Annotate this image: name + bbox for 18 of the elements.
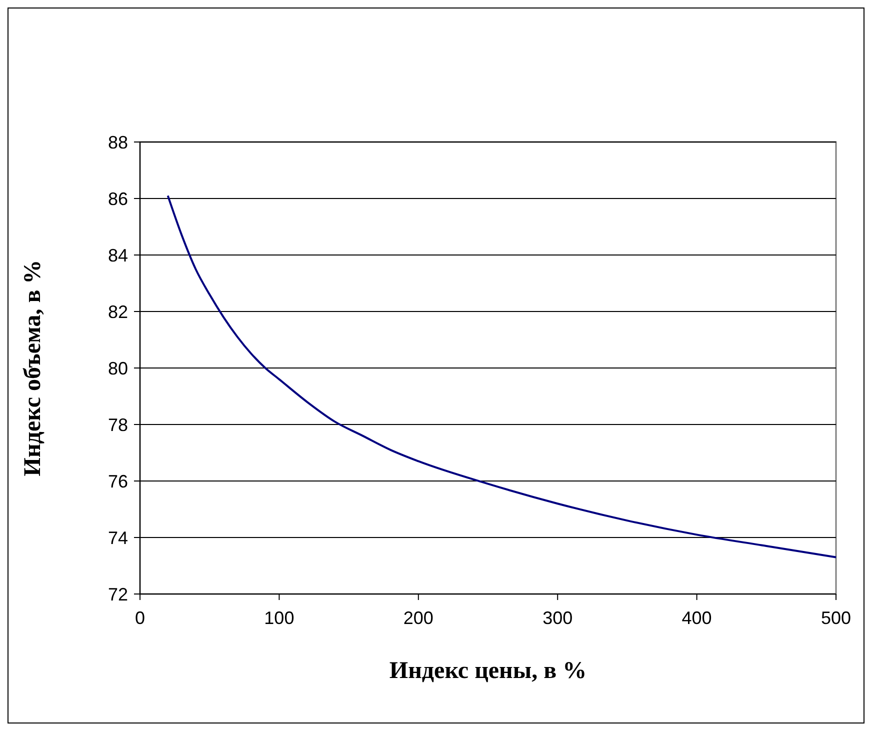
x-tick-label: 400 bbox=[682, 608, 712, 628]
x-tick-label: 300 bbox=[542, 608, 573, 628]
x-tick-label: 100 bbox=[264, 608, 294, 628]
x-tick-label: 500 bbox=[820, 608, 852, 628]
y-tick-label: 76 bbox=[108, 471, 128, 492]
y-tick-label: 86 bbox=[108, 188, 128, 209]
x-tick-label: 200 bbox=[403, 608, 434, 628]
y-tick-label: 82 bbox=[108, 302, 128, 322]
y-tick-label: 80 bbox=[108, 358, 128, 378]
y-axis-title: Индекс объема, в % bbox=[20, 260, 46, 476]
y-tick-label: 84 bbox=[108, 245, 128, 266]
y-tick-label: 88 bbox=[108, 132, 128, 152]
x-axis-title: Индекс цены, в % bbox=[389, 658, 587, 684]
line-series bbox=[166, 194, 837, 558]
y-tick-label: 74 bbox=[108, 528, 128, 548]
y-tick-label: 78 bbox=[108, 414, 128, 435]
x-tick-label: 0 bbox=[134, 608, 146, 628]
y-tick-label: 72 bbox=[108, 584, 128, 604]
